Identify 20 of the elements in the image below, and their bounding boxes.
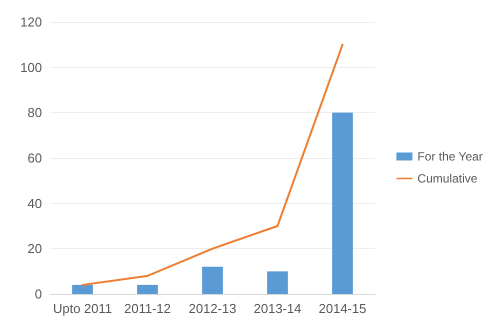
bar — [332, 112, 353, 294]
y-tick-label: 80 — [28, 105, 42, 120]
y-tick-label: 120 — [20, 14, 42, 30]
y-tick-label: 100 — [20, 60, 42, 75]
bar — [137, 284, 158, 294]
line-series — [82, 44, 344, 286]
y-tick-label: 60 — [28, 150, 42, 166]
x-tick-label: Upto 2011 — [52, 301, 112, 316]
legend-label: Cumulative — [417, 172, 478, 186]
y-tick-label: 20 — [28, 241, 42, 256]
bar — [72, 284, 93, 294]
y-tick-label: 40 — [28, 196, 42, 211]
x-tick-label: 2011-12 — [124, 301, 171, 316]
x-tick-label: 2013-14 — [254, 301, 302, 316]
bar — [267, 271, 288, 294]
bar — [202, 266, 223, 294]
y-tick-label: 0 — [34, 286, 42, 302]
x-tick-label: 2014-15 — [318, 301, 366, 316]
x-tick-label: 2012-13 — [188, 301, 236, 316]
legend-label: For the Year — [417, 150, 483, 164]
